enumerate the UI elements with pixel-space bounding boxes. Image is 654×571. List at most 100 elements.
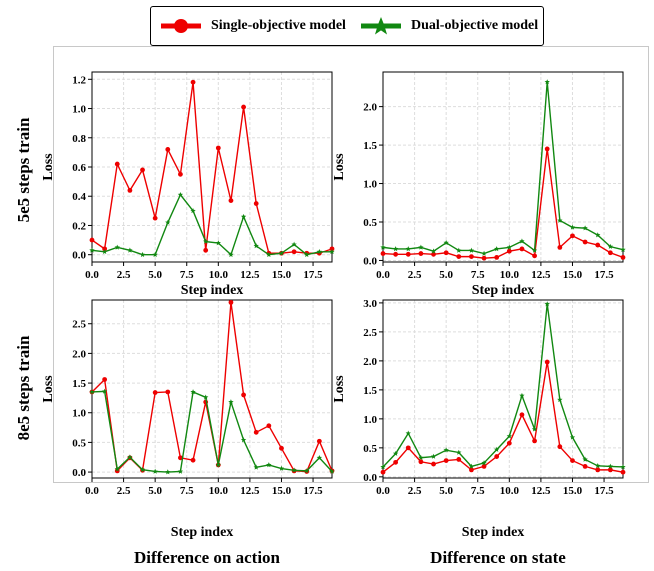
state-5e5-ytick-label-1: 0.5 bbox=[363, 217, 377, 229]
action-5e5-point-single-10 bbox=[215, 145, 221, 151]
state-8e5-point-single-3 bbox=[418, 459, 424, 465]
column-title-action: Difference on action bbox=[133, 548, 281, 567]
state-8e5-ytick-label-4: 2.0 bbox=[363, 356, 377, 368]
state-8e5-point-dual-6 bbox=[456, 449, 462, 455]
action-8e5-point-single-15 bbox=[279, 445, 284, 451]
action-8e5-point-single-1 bbox=[102, 377, 108, 382]
legend-label-single: Single-objective model bbox=[211, 17, 346, 33]
action-5e5-point-dual-17 bbox=[304, 251, 310, 257]
state-8e5-xtick-label-4: 10.0 bbox=[500, 485, 520, 497]
action-8e5-ytick-label-2: 1.0 bbox=[72, 408, 86, 420]
state-8e5-point-single-14 bbox=[557, 444, 563, 450]
action-5e5-ytick-label-0: 0.0 bbox=[72, 250, 86, 262]
action-8e5-point-single-14 bbox=[266, 423, 272, 429]
action-8e5-xtick-label-1: 2.5 bbox=[117, 485, 131, 497]
state-5e5-ytick-label-3: 1.5 bbox=[363, 140, 377, 152]
action-5e5-xtick-label-3: 7.5 bbox=[180, 269, 194, 281]
action-5e5-line-single bbox=[91, 82, 333, 254]
action-8e5-point-single-7 bbox=[178, 455, 183, 461]
state-8e5-point-single-0 bbox=[380, 469, 386, 475]
action-5e5-point-single-7 bbox=[178, 171, 183, 177]
action-5e5-point-dual-19 bbox=[329, 248, 335, 255]
state-5e5-point-single-2 bbox=[405, 251, 411, 257]
state-8e5-ylabel: Loss bbox=[332, 375, 347, 403]
action-8e5-point-single-13 bbox=[253, 429, 259, 435]
action-5e5-line-dual bbox=[91, 193, 332, 256]
action-5e5-point-dual-4 bbox=[139, 251, 146, 257]
legend: Single-objective model Dual-objective mo… bbox=[150, 6, 544, 46]
action-5e5-point-single-9 bbox=[203, 247, 209, 253]
action-8e5-xtick-label-4: 10.0 bbox=[209, 485, 229, 497]
state-8e5-xtick-label-0: 0.0 bbox=[376, 485, 390, 497]
action-5e5-point-single-1 bbox=[102, 246, 108, 252]
action-8e5-xtick-label-7: 17.5 bbox=[303, 485, 323, 497]
action-8e5-point-dual-1 bbox=[101, 388, 108, 394]
action-5e5-point-dual-6 bbox=[165, 219, 171, 225]
action-5e5-ytick-label-2: 0.4 bbox=[72, 191, 86, 203]
state-5e5-point-single-13 bbox=[544, 146, 550, 152]
state-8e5-point-dual-11 bbox=[519, 392, 525, 398]
action-8e5-line-dual bbox=[91, 390, 333, 473]
action-5e5-point-single-4 bbox=[140, 167, 145, 173]
action-5e5-xtick-label-0: 0.0 bbox=[85, 269, 99, 281]
action-8e5-point-single-18 bbox=[316, 438, 322, 444]
xlabel-bottom-left: Step index bbox=[170, 525, 234, 540]
action-8e5-ytick-label-5: 2.5 bbox=[72, 319, 86, 331]
action-5e5-point-dual-12 bbox=[240, 213, 247, 219]
action-5e5-point-dual-11 bbox=[228, 251, 234, 257]
state-8e5-line-dual bbox=[382, 303, 624, 468]
state-5e5-xtick-label-6: 15.0 bbox=[563, 269, 583, 281]
action-5e5-point-dual-1 bbox=[101, 248, 108, 255]
state-8e5-point-dual-13 bbox=[544, 301, 550, 307]
state-8e5-point-dual-3 bbox=[418, 454, 424, 460]
action-5e5-point-dual-5 bbox=[152, 251, 158, 257]
state-8e5-point-single-12 bbox=[532, 438, 537, 444]
state-5e5-point-dual-16 bbox=[582, 225, 588, 231]
state-5e5-point-single-9 bbox=[494, 254, 500, 260]
action-5e5-point-dual-16 bbox=[291, 241, 297, 247]
action-8e5-point-dual-19 bbox=[329, 468, 335, 474]
action-5e5-point-single-19 bbox=[329, 246, 335, 252]
state-5e5-point-dual-10 bbox=[506, 244, 512, 250]
state-8e5-point-dual-12 bbox=[531, 426, 538, 432]
action-5e5-point-dual-13 bbox=[253, 243, 259, 249]
state-5e5-point-single-8 bbox=[481, 255, 487, 261]
state-8e5-point-dual-8 bbox=[481, 460, 487, 466]
state-5e5-point-single-0 bbox=[380, 251, 386, 256]
action-8e5-ytick-label-4: 2.0 bbox=[72, 348, 86, 360]
state-5e5-point-dual-19 bbox=[620, 246, 626, 252]
action-8e5-point-dual-5 bbox=[152, 468, 158, 474]
state-8e5-point-dual-2 bbox=[405, 430, 411, 436]
state-8e5-point-dual-9 bbox=[494, 446, 500, 452]
state-8e5-ytick-label-1: 0.5 bbox=[363, 443, 377, 455]
state-8e5-point-dual-5 bbox=[443, 447, 449, 453]
action-8e5-point-dual-4 bbox=[139, 466, 146, 472]
action-8e5-point-dual-11 bbox=[228, 399, 234, 405]
state-5e5-xtick-label-2: 5.0 bbox=[439, 269, 453, 281]
state-8e5-xtick-label-6: 15.0 bbox=[563, 485, 583, 497]
state-5e5-point-dual-5 bbox=[443, 239, 449, 246]
action-8e5-point-dual-2 bbox=[114, 466, 120, 472]
legend-label-dual: Dual-objective model bbox=[411, 17, 539, 33]
action-8e5-point-dual-16 bbox=[291, 467, 297, 473]
action-5e5-point-dual-18 bbox=[316, 248, 323, 255]
action-8e5-point-dual-13 bbox=[253, 464, 259, 470]
action-8e5-ytick-label-3: 1.5 bbox=[72, 378, 86, 390]
state-5e5-point-dual-3 bbox=[418, 244, 424, 250]
state-5e5-xtick-label-0: 0.0 bbox=[376, 269, 390, 281]
column-title-state: Difference on state bbox=[430, 548, 566, 567]
action-8e5-axes bbox=[91, 299, 333, 479]
action-5e5-point-single-6 bbox=[165, 147, 171, 152]
state-5e5-ylabel: Loss bbox=[332, 153, 347, 181]
state-5e5-point-dual-6 bbox=[456, 247, 462, 253]
action-8e5-xtick-label-2: 5.0 bbox=[148, 485, 162, 497]
state-5e5-point-dual-7 bbox=[468, 247, 475, 253]
xlabel-bottom-right: Step index bbox=[461, 525, 525, 540]
state-5e5-xtick-label-5: 12.5 bbox=[531, 269, 551, 281]
action-5e5-point-single-8 bbox=[190, 79, 196, 85]
state-8e5-point-dual-0 bbox=[380, 464, 386, 470]
action-5e5-point-dual-3 bbox=[127, 247, 133, 253]
state-5e5-point-dual-9 bbox=[494, 246, 500, 252]
action-5e5-ylabel: Loss bbox=[41, 153, 56, 181]
legend-entry-dual: Dual-objective model bbox=[359, 7, 538, 44]
